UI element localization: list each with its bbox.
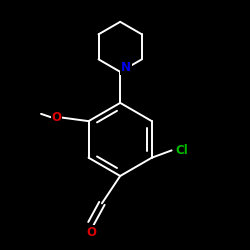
Text: Cl: Cl [175,144,188,157]
Text: N: N [121,62,131,74]
Text: O: O [52,111,62,124]
Text: O: O [86,226,96,238]
